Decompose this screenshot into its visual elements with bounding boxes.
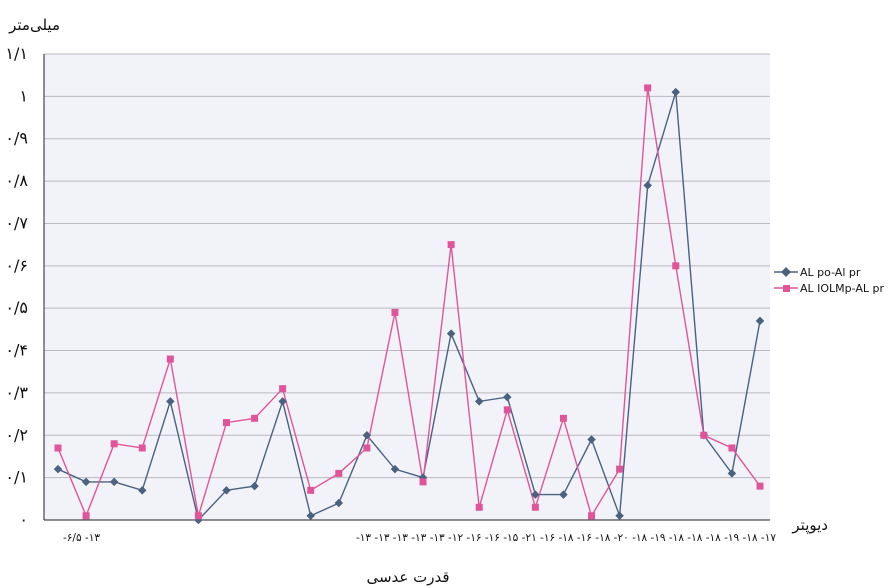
data-point-series-1 xyxy=(109,477,119,487)
data-point-series-2 xyxy=(616,465,624,473)
y-tick-labels: ۰ ۰/۱ ۰/۲ ۰/۳ ۰/۴ ۰/۵ ۰/۶ ۰/۷ ۰/۸ ۰/۹ ۱ ۱/۱ xyxy=(5,44,28,529)
data-point-series-2 xyxy=(475,503,483,511)
y-axis-title: میلی‌متر xyxy=(8,16,60,34)
data-point-series-1 xyxy=(53,464,63,474)
data-point-series-1 xyxy=(166,397,175,406)
y-tick-label: ۰/۳ xyxy=(5,383,28,402)
legend-marker-2 xyxy=(783,285,790,292)
data-point-series-1 xyxy=(81,477,91,487)
data-point-series-1 xyxy=(250,481,259,491)
series-markers xyxy=(53,84,765,525)
data-point-series-2 xyxy=(588,512,596,520)
y-tick-label: ۰/۲ xyxy=(5,425,28,444)
data-point-series-2 xyxy=(756,482,764,490)
y-tick-label: ۰/۱ xyxy=(5,468,28,487)
data-point-series-2 xyxy=(251,414,259,422)
data-point-series-1 xyxy=(755,316,765,326)
data-point-series-1 xyxy=(474,397,484,406)
data-point-series-2 xyxy=(194,512,202,520)
data-point-series-1 xyxy=(615,511,624,521)
data-point-series-1 xyxy=(446,329,456,338)
legend-label-2: AL IOLMp-AL pr xyxy=(800,282,885,295)
data-point-series-1 xyxy=(727,469,737,478)
data-point-series-2 xyxy=(447,241,455,249)
plot-area xyxy=(44,54,770,520)
y-tick-label: ۰/۶ xyxy=(5,256,28,275)
data-point-series-2 xyxy=(644,84,652,92)
data-point-series-2 xyxy=(54,444,62,452)
data-point-series-1 xyxy=(222,486,231,495)
x-tick-labels-right: -۱۳ -۱۳ -۱۳ -۱۳ -۱۳ -۱۲ -۱۶ -۱۶ -۱۵ -۲۱ … xyxy=(356,532,776,544)
data-point-series-2 xyxy=(82,512,90,520)
data-point-series-2 xyxy=(363,444,371,452)
data-point-series-1 xyxy=(390,464,400,474)
data-point-series-2 xyxy=(391,308,399,316)
series-line-1 xyxy=(57,91,761,522)
x-tick-labels-left: -۶/۵ -۱۳ xyxy=(63,532,100,544)
legend-marker-1 xyxy=(781,267,791,277)
data-point-series-2 xyxy=(559,414,567,422)
x-axis-title: قدرت عدسی xyxy=(366,568,449,586)
data-point-series-2 xyxy=(222,419,230,427)
data-point-series-2 xyxy=(672,262,680,270)
data-point-series-2 xyxy=(110,440,118,448)
data-point-series-1 xyxy=(334,498,344,508)
data-point-series-2 xyxy=(728,444,736,452)
y-tick-label: ۰/۴ xyxy=(5,341,28,360)
data-point-series-1 xyxy=(531,490,540,499)
data-point-series-1 xyxy=(306,511,315,521)
data-point-series-2 xyxy=(166,355,174,363)
data-point-series-1 xyxy=(278,397,287,406)
data-point-series-2 xyxy=(279,385,287,393)
legend: AL po-Al pr AL IOLMp-AL pr xyxy=(774,266,885,295)
data-point-series-2 xyxy=(335,469,343,477)
data-point-series-1 xyxy=(362,431,372,440)
y-tick-label: ۱ xyxy=(19,86,28,105)
data-point-series-1 xyxy=(137,486,147,495)
data-point-series-2 xyxy=(531,503,539,511)
data-point-series-2 xyxy=(307,486,315,494)
data-point-series-1 xyxy=(559,490,568,499)
data-point-series-1 xyxy=(503,392,512,402)
data-point-series-2 xyxy=(419,478,427,486)
y-tick-label: ۰/۵ xyxy=(5,298,28,317)
data-point-series-2 xyxy=(700,431,708,439)
series-lines xyxy=(57,87,761,522)
y-tick-label: ۱/۱ xyxy=(5,44,28,63)
y-tick-label: ۰/۸ xyxy=(5,171,28,190)
y-tick-label: ۰ xyxy=(19,510,28,529)
series-line-2 xyxy=(57,87,761,518)
data-point-series-2 xyxy=(138,444,146,452)
y-tick-label: ۰/۷ xyxy=(5,213,28,232)
x-axis-unit: دیوپتر xyxy=(791,516,828,535)
legend-label-1: AL po-Al pr xyxy=(800,266,861,279)
data-point-series-1 xyxy=(587,435,596,444)
y-tick-label: ۰/۹ xyxy=(5,129,28,148)
data-point-series-2 xyxy=(503,406,511,414)
